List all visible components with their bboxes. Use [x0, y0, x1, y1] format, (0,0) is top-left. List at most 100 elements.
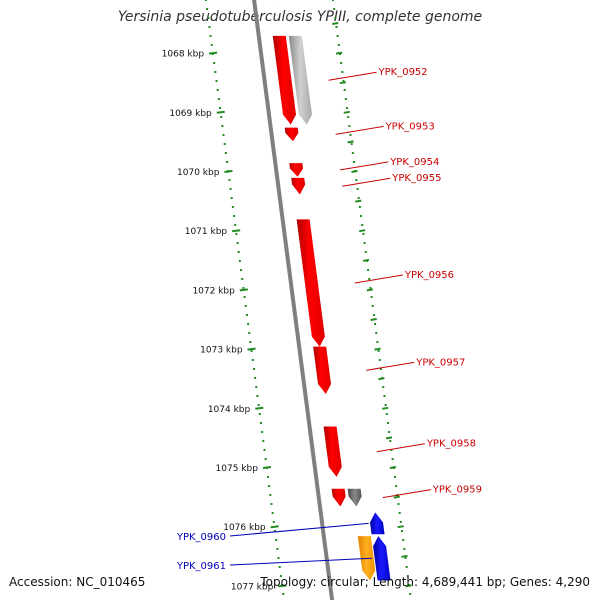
scale-dot [248, 332, 251, 334]
scale-dot [257, 404, 260, 406]
scale-dot [376, 341, 379, 343]
gene-feature[interactable] [284, 127, 299, 142]
gene-feature[interactable] [296, 219, 325, 347]
scale-dot [379, 368, 382, 370]
scale-dot [230, 197, 233, 199]
gene-feature[interactable] [373, 536, 391, 581]
scale-dot [349, 134, 352, 136]
scale-dot [343, 89, 346, 91]
scale-dot [344, 98, 347, 100]
major-tick [247, 347, 256, 351]
gene-label-leader [340, 161, 389, 171]
gene-label[interactable]: YPK_0960 [176, 532, 226, 543]
gene-feature[interactable] [347, 488, 362, 507]
gene-feature[interactable] [313, 346, 332, 394]
scale-dot [249, 341, 252, 343]
scale-dot [353, 161, 356, 163]
gene-label[interactable]: YPK_0958 [426, 439, 476, 450]
major-tick [224, 170, 233, 173]
scale-dot [252, 368, 255, 370]
gene-feature[interactable] [291, 177, 306, 195]
tick-label: 1068 kbp [162, 50, 205, 60]
major-tick [262, 466, 272, 469]
scale-dot [385, 413, 388, 415]
minor-tick [389, 466, 397, 469]
scale-dot [250, 350, 253, 352]
scale-dot [214, 71, 217, 73]
accession-text: Accession: NC_010465 [9, 575, 146, 589]
scale-dot [399, 521, 402, 523]
scale-dot [213, 62, 216, 64]
scale-dot [210, 44, 213, 46]
scale-dot [224, 152, 227, 154]
gene-label[interactable]: YPK_0957 [415, 357, 465, 368]
gene-label-leader [335, 125, 384, 135]
scale-dot [335, 26, 338, 28]
scale-dot [263, 449, 266, 451]
gene-label[interactable]: YPK_0961 [176, 561, 226, 572]
scale-dot [204, 0, 207, 1]
scale-dot [393, 476, 396, 478]
major-tick [278, 584, 287, 588]
scale-dot [378, 359, 381, 361]
scale-dot [364, 251, 367, 253]
scale-dot [360, 215, 363, 217]
gene-feature[interactable] [289, 163, 304, 177]
minor-tick [366, 288, 374, 292]
label-layer: YPK_0952 YPK_0953 YPK_0954 YPK_0955 YPK_0956… [176, 67, 482, 572]
scale-dot [331, 0, 334, 1]
scale-dot [278, 566, 281, 568]
gene-feature[interactable] [272, 35, 297, 125]
tick-label: 1070 kbp [177, 168, 220, 178]
scale-dot [346, 107, 349, 109]
minor-tick [393, 495, 400, 499]
scale-dot [228, 179, 231, 181]
scale-dot [355, 179, 358, 181]
minor-tick [351, 170, 358, 173]
gene-label[interactable]: YPK_0953 [385, 121, 435, 132]
scale-dot [217, 98, 220, 100]
gene-label[interactable]: YPK_0959 [432, 485, 482, 496]
gene-feature[interactable] [288, 35, 313, 125]
gene-label[interactable]: YPK_0955 [391, 173, 441, 184]
scale-dot [279, 575, 282, 577]
minor-tick [347, 140, 354, 144]
scale-dot [404, 557, 407, 559]
gene-label[interactable]: YPK_0952 [378, 67, 428, 78]
minor-tick [343, 110, 350, 114]
tick-label: 1069 kbp [169, 109, 212, 119]
scale-dot [391, 458, 394, 460]
scale-dot [244, 305, 247, 307]
major-tick [232, 229, 241, 233]
scale-dot [384, 404, 387, 406]
gene-feature[interactable] [331, 488, 346, 507]
scale-dot [395, 485, 398, 487]
scale-dot [371, 305, 374, 307]
scale-dot [216, 89, 219, 91]
scale-dot [264, 458, 267, 460]
scale-dot [409, 593, 412, 595]
scale-dot [406, 575, 409, 577]
minor-tick [370, 318, 377, 321]
scale-dot [368, 278, 371, 280]
gene-label[interactable]: YPK_0956 [404, 270, 454, 281]
scale-dot [382, 386, 385, 388]
scale-dot [209, 35, 212, 37]
scale-dot [402, 539, 405, 541]
scale-dot [401, 530, 403, 532]
scale-dot [367, 269, 370, 271]
gene-label-leader [328, 71, 377, 81]
gene-label[interactable]: YPK_0954 [389, 157, 439, 168]
gene-feature[interactable] [323, 426, 342, 477]
gene-feature[interactable] [370, 512, 385, 535]
scale-dot [276, 548, 279, 550]
gene-label-leader [366, 361, 415, 371]
minor-tick [335, 51, 343, 55]
scale-dot [275, 539, 278, 541]
scale-dot [405, 566, 408, 568]
scale-dot [348, 125, 351, 127]
scale-dot [342, 80, 345, 82]
scale-dot [233, 215, 236, 217]
gene-label-leader [376, 443, 425, 453]
gene-label-leader [382, 489, 431, 499]
